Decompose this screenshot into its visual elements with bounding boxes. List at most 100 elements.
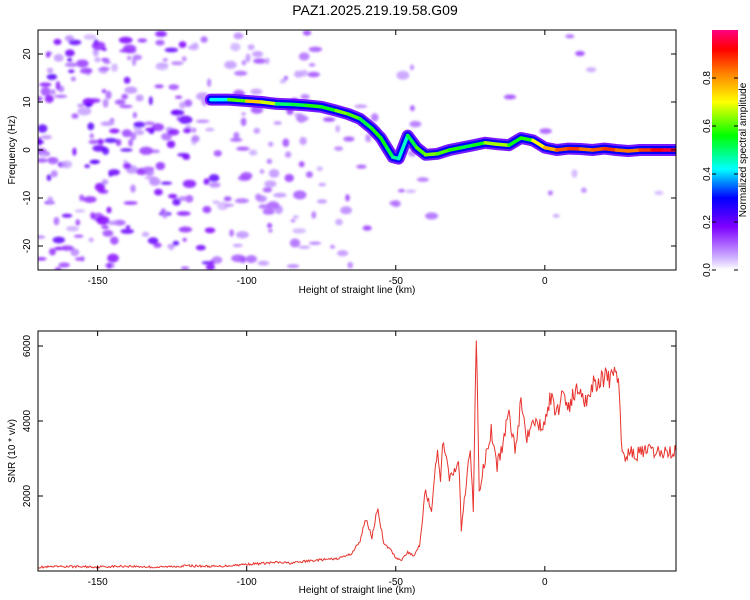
noise-speckle	[148, 96, 153, 106]
colorbar-tick-label: 0.6	[702, 119, 713, 133]
noise-speckle	[83, 34, 97, 40]
noise-speckle	[122, 44, 137, 53]
noise-speckle	[252, 51, 264, 58]
noise-speckle	[425, 212, 439, 220]
noise-speckle	[292, 228, 307, 234]
ridge-segment	[396, 133, 410, 161]
ridge-segment	[319, 105, 338, 113]
noise-speckle	[182, 154, 191, 160]
noise-speckle	[298, 245, 311, 249]
noise-speckle	[234, 70, 248, 76]
noise-speckle	[137, 38, 148, 43]
snr-x-label: Height of straight line (km)	[299, 585, 416, 596]
noise-speckle	[102, 98, 109, 108]
noise-speckle	[181, 56, 187, 62]
snr-background	[38, 331, 676, 571]
noise-speckle	[257, 260, 270, 266]
noise-speckle	[162, 209, 168, 219]
ridge-segment	[531, 138, 547, 150]
noise-speckle	[256, 195, 268, 203]
noise-speckle	[398, 189, 405, 193]
noise-speckle	[347, 261, 354, 269]
noise-speckle	[103, 60, 111, 64]
noise-speckle	[139, 146, 154, 155]
noise-speckle	[175, 95, 183, 99]
noise-speckle	[547, 190, 553, 196]
noise-speckle	[38, 96, 43, 102]
noise-speckle	[298, 52, 310, 61]
noise-speckle	[155, 162, 166, 170]
noise-speckle	[209, 182, 221, 188]
noise-speckle	[268, 141, 274, 147]
noise-speckle	[155, 30, 167, 37]
noise-speckle	[234, 198, 249, 204]
noise-speckle	[108, 169, 120, 176]
noise-speckle	[283, 75, 288, 81]
colorbar-tick-label: 0.8	[702, 71, 713, 85]
noise-speckle	[40, 86, 51, 96]
noise-speckle	[207, 78, 212, 87]
noise-speckle	[58, 262, 70, 268]
ridge-segment	[259, 100, 279, 106]
ridge-segment	[414, 145, 428, 157]
noise-speckle	[71, 113, 79, 119]
noise-speckle	[182, 237, 187, 242]
ridge-segment	[447, 145, 464, 152]
noise-speckle	[73, 234, 84, 238]
noise-speckle	[91, 41, 106, 51]
noise-speckle	[230, 42, 241, 52]
ridge-segment	[405, 133, 419, 150]
ridge-segment	[519, 136, 535, 143]
noise-speckle	[296, 114, 307, 123]
noise-speckle	[142, 166, 155, 172]
noise-speckle	[200, 36, 208, 43]
noise-speckle	[102, 229, 114, 237]
noise-speckle	[409, 120, 422, 128]
noise-speckle	[268, 229, 273, 233]
noise-speckle	[236, 231, 249, 239]
noise-speckle	[65, 49, 75, 57]
noise-speckle	[286, 264, 300, 268]
noise-speckle	[293, 190, 307, 200]
y-tick-label: 4000	[22, 409, 33, 432]
noise-speckle	[340, 206, 352, 215]
colorbar-ticks: 0.0 0.2 0.4 0.6 0.8	[702, 71, 738, 277]
noise-speckle	[258, 204, 270, 209]
noise-speckle	[231, 254, 246, 263]
noise-speckle	[343, 136, 355, 142]
noise-speckle	[316, 199, 328, 204]
noise-speckle	[208, 174, 220, 182]
noise-speckle	[80, 256, 85, 262]
ridge-segment	[244, 99, 264, 104]
snr-y-ticks: 2000 4000 6000	[22, 334, 676, 507]
y-tick-label: -20	[22, 238, 33, 253]
noise-speckle	[240, 117, 247, 127]
noise-speckle	[39, 82, 52, 87]
noise-speckle	[101, 225, 109, 229]
noise-speckle	[284, 151, 292, 158]
noise-speckle	[410, 64, 414, 71]
noise-speckle	[144, 121, 155, 126]
noise-speckle	[105, 90, 112, 100]
spectrogram-x-label: Height of straight line (km)	[299, 285, 416, 296]
noise-speckle	[49, 248, 56, 256]
noise-speckle	[47, 157, 59, 165]
noise-speckle	[259, 169, 265, 174]
noise-speckle	[38, 124, 48, 133]
noise-speckle	[46, 174, 52, 181]
noise-speckle	[100, 121, 115, 126]
noise-speckle	[356, 164, 367, 169]
noise-speckle	[305, 171, 313, 178]
noise-speckle	[166, 140, 176, 149]
snr-y-label: SNR (10 * v/v)	[7, 419, 18, 483]
noise-speckle	[107, 220, 119, 226]
noise-speckle	[299, 136, 307, 146]
noise-speckle	[75, 219, 81, 226]
colorbar-gradient	[712, 30, 738, 270]
noise-speckle	[167, 128, 180, 136]
noise-speckle	[391, 200, 401, 208]
noise-speckle	[176, 211, 191, 216]
noise-speckle	[60, 245, 74, 251]
snr-x-ticks: -150 -100 -50 0	[88, 331, 548, 588]
